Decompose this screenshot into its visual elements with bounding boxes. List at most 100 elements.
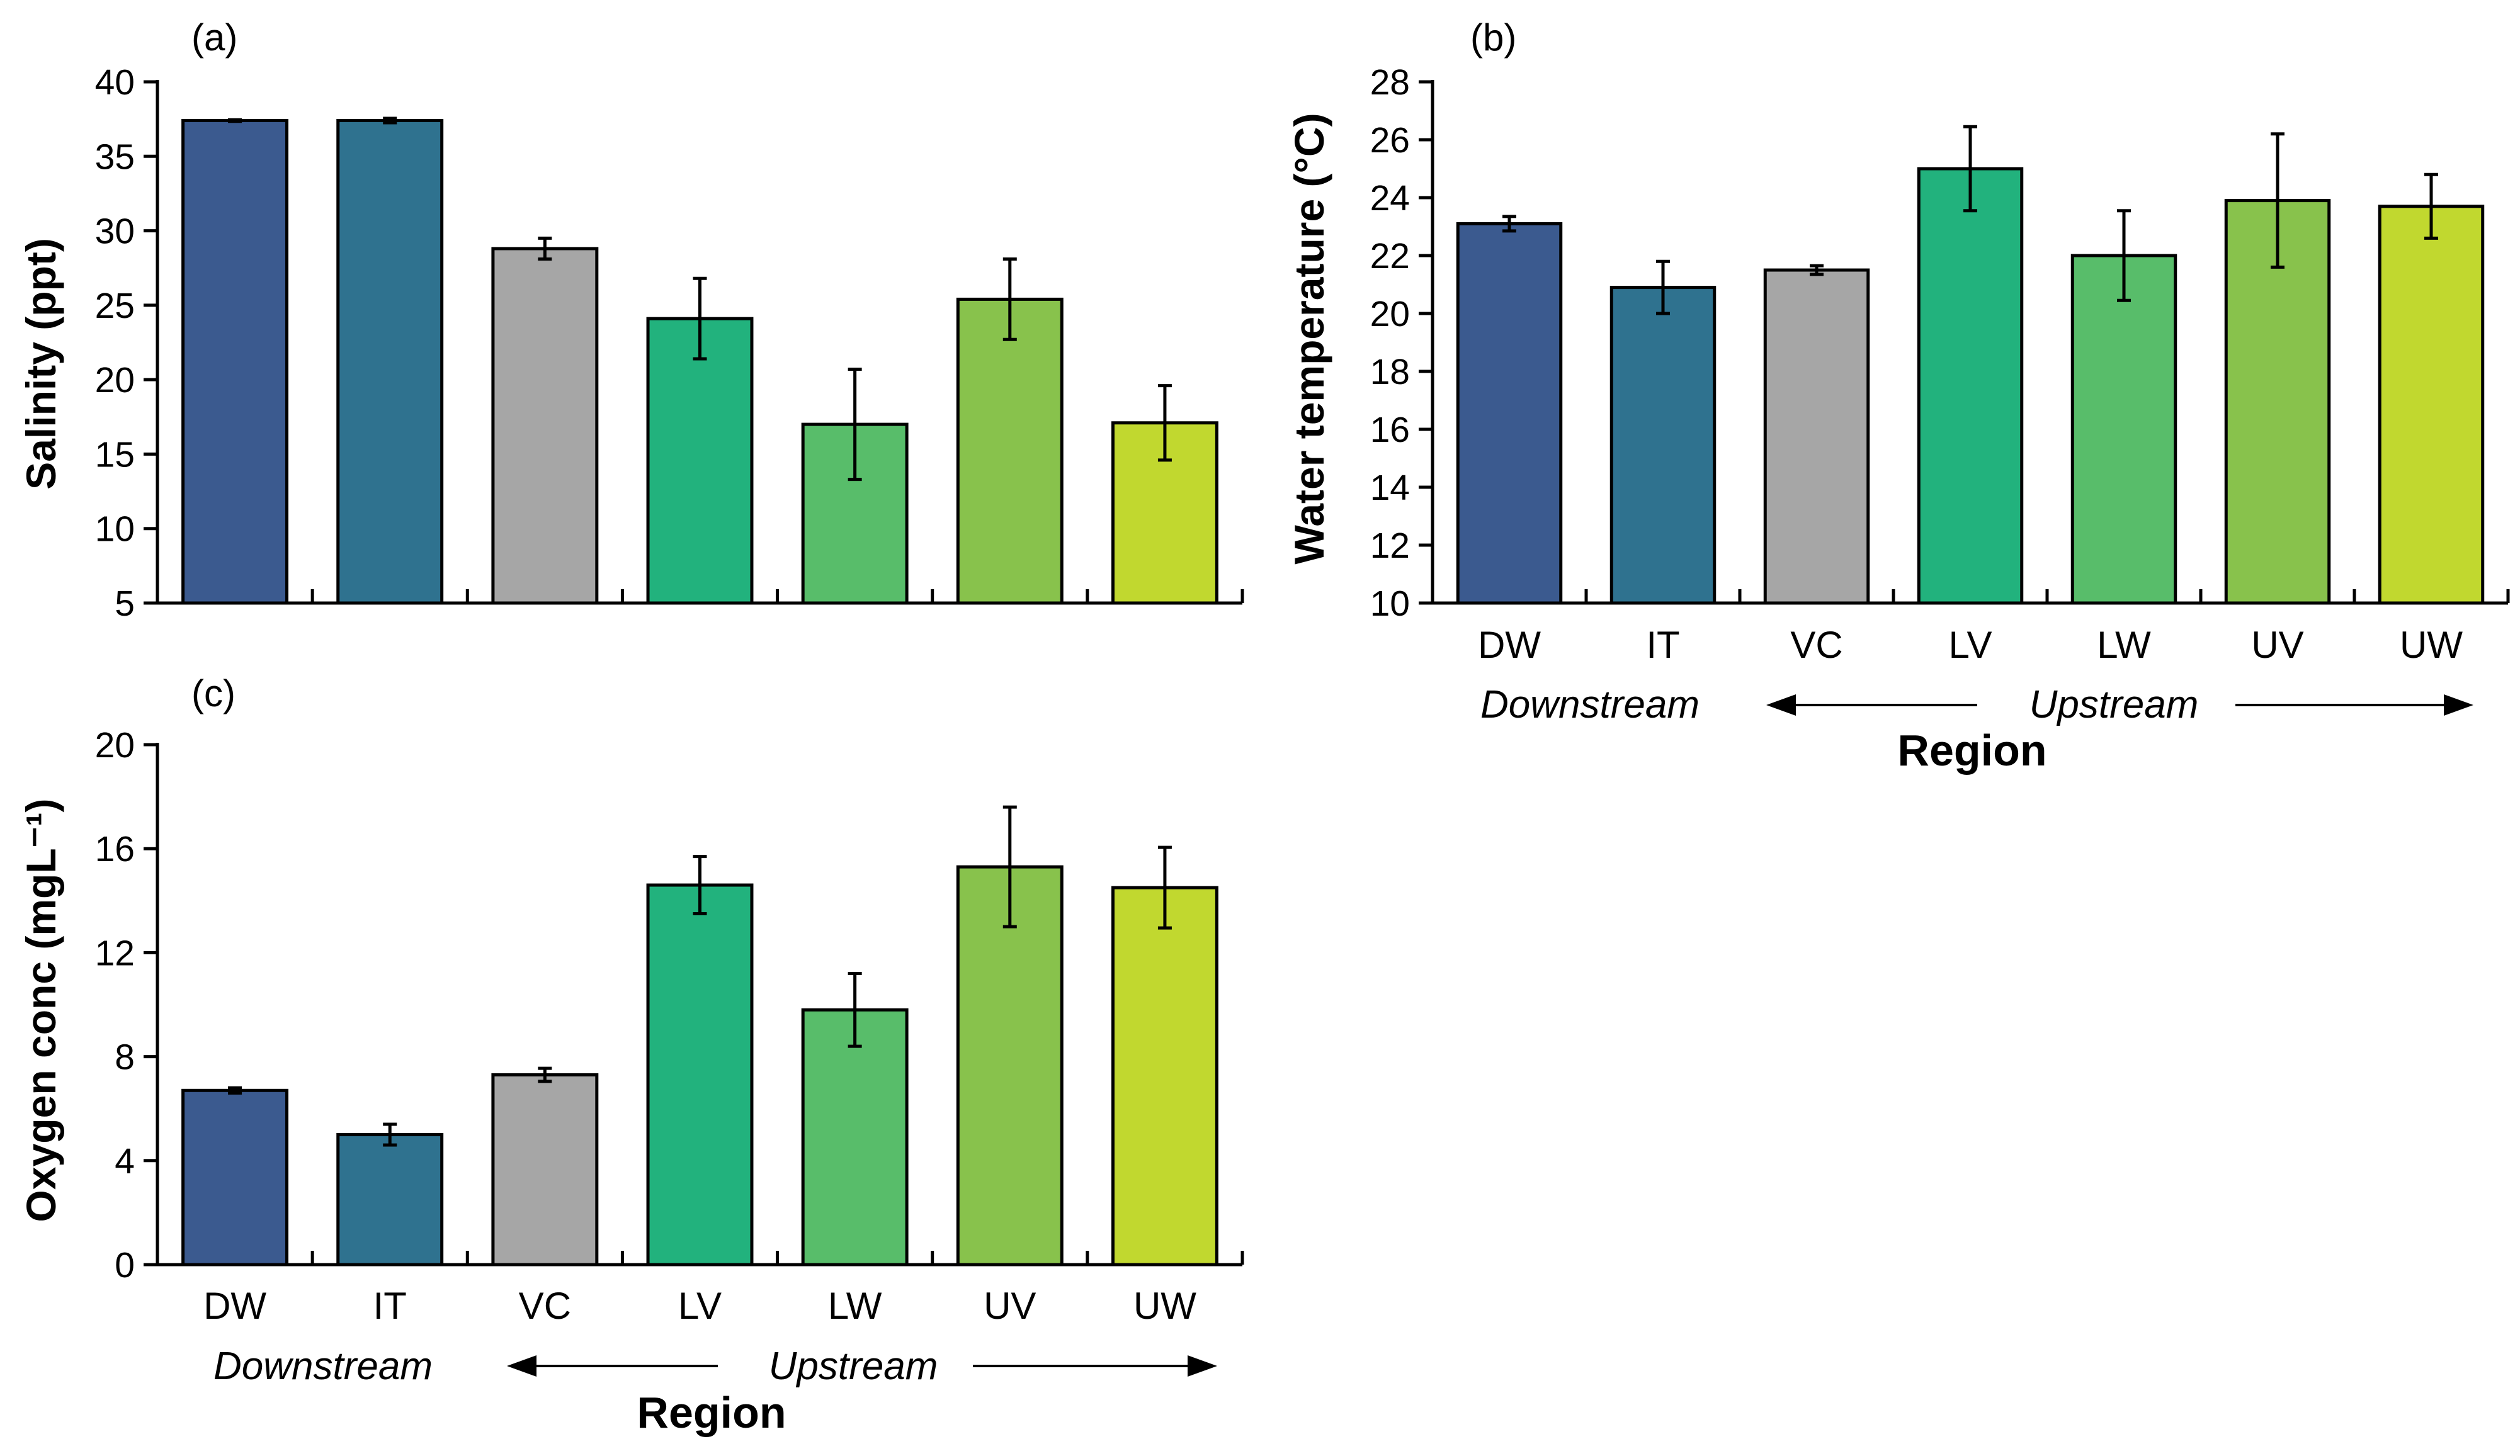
- axes-layer: [144, 80, 1244, 605]
- y-tick-label-14: 14: [1370, 468, 1410, 508]
- y-tick-label-22: 22: [1370, 236, 1410, 276]
- error-bar-DW: [228, 1086, 242, 1095]
- y-tick-label-30: 30: [95, 212, 135, 252]
- bar-LW: [801, 1008, 909, 1267]
- bar-UW: [2378, 205, 2485, 605]
- upstream-arrow: [973, 1355, 1217, 1377]
- bar-DW: [181, 1088, 289, 1267]
- x-tick-label-LV: LV: [678, 1285, 722, 1327]
- y-tick-label-10: 10: [1370, 584, 1410, 624]
- x-tick-label-DW: DW: [203, 1285, 266, 1327]
- upstream-arrow: [2235, 694, 2473, 716]
- y-tick-label-5: 5: [115, 584, 135, 624]
- upstream-label: Upstream: [2029, 683, 2199, 726]
- downstream-label: Downstream: [1480, 683, 1700, 726]
- x-axis-title-region: Region: [1897, 726, 2046, 775]
- tick-labels-layer: 5 10 15 20 25 30 35 40: [95, 62, 135, 624]
- y-axis-title-salinity: Salinity (ppt): [18, 238, 64, 490]
- y-tick-label-12: 12: [1370, 526, 1410, 566]
- panel-label-a: (a): [191, 16, 237, 59]
- y-tick-label-12: 12: [95, 933, 135, 973]
- error-bars-layer: [1502, 125, 2438, 315]
- error-bar-DW: [228, 118, 242, 123]
- bar-UV: [956, 865, 1064, 1267]
- y-tick-label-15: 15: [95, 434, 135, 475]
- x-tick-label-UW: UW: [2400, 624, 2463, 666]
- y-tick-label-35: 35: [95, 137, 135, 177]
- y-tick-label-24: 24: [1370, 178, 1410, 218]
- y-tick-label-28: 28: [1370, 62, 1410, 103]
- y-tick-label-20: 20: [95, 360, 135, 400]
- error-bar-LW: [848, 368, 862, 482]
- downstream-arrow: [507, 1355, 718, 1377]
- y-tick-label-4: 4: [115, 1141, 135, 1182]
- error-bar-VC: [1810, 264, 1824, 276]
- x-tick-label-UV: UV: [2251, 624, 2303, 666]
- bar-IT: [336, 119, 444, 605]
- tick-labels-layer: 10 12 14 16 18 20 22 24 26 28: [1370, 62, 1410, 624]
- y-axis-title-oxygen: Oxygen conc (mgL⁻¹): [18, 799, 64, 1222]
- error-bar-IT: [383, 1122, 397, 1147]
- bars-layer: [181, 865, 1218, 1267]
- bar-LV: [1917, 167, 2024, 605]
- bars-layer: [181, 119, 1218, 605]
- error-bar-UV: [1002, 805, 1017, 928]
- error-bar-UW: [1157, 845, 1172, 930]
- water-temperature-chart: (b) Water temperature (°C) 10 12 14 16 18 20 2…: [1286, 16, 2510, 775]
- error-bars-layer: [228, 116, 1172, 482]
- axes-layer: [144, 743, 1244, 1267]
- error-bar-LV: [693, 855, 707, 915]
- error-bar-UV: [2271, 132, 2284, 269]
- x-tick-label-LW: LW: [828, 1285, 882, 1327]
- y-tick-label-8: 8: [115, 1037, 135, 1078]
- bar-VC: [491, 247, 599, 605]
- axes-layer: [1419, 80, 2510, 605]
- x-tick-label-DW: DW: [1478, 624, 1541, 666]
- bar-DW: [181, 119, 289, 605]
- y-tick-label-16: 16: [95, 829, 135, 869]
- error-bars-layer: [228, 805, 1172, 1147]
- y-tick-label-10: 10: [95, 509, 135, 550]
- error-bar-DW: [1502, 215, 1516, 233]
- bar-IT: [1609, 286, 1717, 605]
- salinity-chart: (a) Salinity (ppt) 5 10 15 20 25 30 35 40: [18, 16, 1244, 624]
- x-tick-label-IT: IT: [1646, 624, 1679, 666]
- downstream-label: Downstream: [213, 1345, 433, 1388]
- downstream-arrow: [1766, 694, 1977, 716]
- error-bar-VC: [538, 236, 552, 261]
- y-tick-label-40: 40: [95, 62, 135, 103]
- x-tick-label-IT: IT: [373, 1285, 407, 1327]
- y-tick-label-20: 20: [1370, 294, 1410, 334]
- panel-label-b: (b): [1470, 16, 1516, 59]
- bar-VC: [1763, 268, 1870, 605]
- bars-layer: [1456, 167, 2485, 605]
- tick-labels-layer: 0 4 8 12 16 20: [95, 725, 135, 1285]
- x-tick-label-UW: UW: [1133, 1285, 1196, 1327]
- bar-LW: [2070, 254, 2177, 605]
- error-bar-UW: [1157, 384, 1172, 462]
- upstream-label: Upstream: [769, 1345, 938, 1388]
- error-bar-IT: [1656, 259, 1670, 315]
- bar-UV: [956, 297, 1064, 605]
- y-axis-title-temperature: Water temperature (°C): [1286, 113, 1332, 564]
- y-tick-label-16: 16: [1370, 410, 1410, 450]
- error-bar-UV: [1002, 257, 1017, 341]
- y-tick-label-18: 18: [1370, 352, 1410, 392]
- panel-label-c: (c): [191, 672, 236, 714]
- bar-LV: [646, 317, 754, 605]
- error-bar-LW: [848, 971, 862, 1048]
- bar-IT: [336, 1133, 444, 1267]
- x-tick-label-LW: LW: [2097, 624, 2151, 666]
- error-bar-IT: [383, 116, 397, 125]
- error-bar-LV: [1963, 125, 1977, 213]
- error-bar-LW: [2117, 209, 2131, 302]
- category-labels-layer: DW IT VC LV LW UV UW: [1478, 624, 2463, 666]
- bar-LV: [646, 883, 754, 1267]
- x-tick-label-LV: LV: [1949, 624, 1992, 666]
- error-bar-UW: [2424, 172, 2438, 240]
- bar-VC: [491, 1073, 599, 1267]
- error-bar-VC: [538, 1066, 552, 1083]
- x-axis-title-region: Region: [637, 1388, 786, 1437]
- y-tick-label-0: 0: [115, 1245, 135, 1285]
